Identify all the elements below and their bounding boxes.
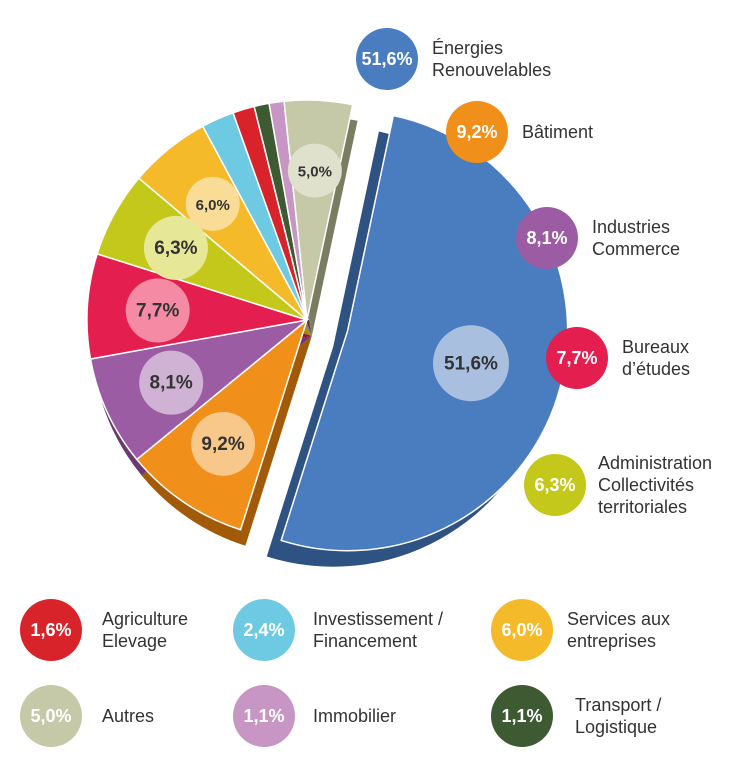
legend-item-autres: 5,0% Autres (20, 685, 154, 747)
slice-value-bubble (143, 215, 208, 280)
slice-value-bubble (139, 350, 204, 415)
legend-item-transport: 1,1% Transport / Logistique (491, 685, 661, 747)
legend-badge: 1,1% (491, 685, 553, 747)
legend-item-administration: 6,3% Administration Collectivités territ… (524, 452, 712, 518)
legend-badge: 6,3% (524, 454, 586, 516)
legend-item-immobilier: 1,1% Immobilier (233, 685, 396, 747)
legend-label: Industries Commerce (592, 217, 681, 259)
legend-label: Autres (102, 706, 155, 726)
legend-badge: 1,6% (20, 599, 82, 661)
slice-value-bubble (191, 411, 256, 476)
legend-label: Bureaux d’études (622, 337, 691, 379)
legend-badge: 8,1% (516, 207, 578, 269)
legend-label: Investissement / Financement (313, 609, 444, 651)
slice-value-bubble (287, 143, 342, 198)
slice-value-label: 6,3% (154, 238, 197, 259)
legend-label: Énergies Renouvelables (432, 38, 552, 80)
legend-badge: 1,1% (233, 685, 295, 747)
legend-item-services: 6,0% Services aux entreprises (491, 599, 670, 661)
legend-badge: 6,0% (491, 599, 553, 661)
slice-value-label: 5,0% (298, 164, 332, 181)
slice-value-label: 8,1% (150, 373, 193, 394)
legend-label: Administration Collectivités territorial… (598, 453, 713, 517)
legend-badge: 51,6% (356, 28, 418, 90)
legend-label: Immobilier (313, 706, 397, 726)
slice-value-label: 6,0% (196, 197, 230, 214)
slice-value-bubble (185, 176, 240, 231)
legend-label: Transport / Logistique (575, 695, 662, 737)
slice-value-label: 7,7% (136, 301, 179, 322)
slice-value-label: 51,6% (444, 353, 498, 374)
legend-item-energies: 51,6% Énergies Renouvelables (356, 28, 551, 90)
slice-value-label: 9,2% (201, 434, 244, 455)
legend-label: Services aux entreprises (567, 609, 671, 651)
legend-badge: 2,4% (233, 599, 295, 661)
legend-badge: 7,7% (546, 327, 608, 389)
legend-badge: 5,0% (20, 685, 82, 747)
legend-item-agriculture: 1,6% Agriculture Elevage (20, 599, 188, 661)
legend-badge: 9,2% (446, 101, 508, 163)
slice-value-bubble (432, 325, 509, 402)
legend-label: Agriculture Elevage (102, 609, 189, 651)
legend-item-investissement: 2,4% Investissement / Financement (233, 599, 443, 661)
legend-label: Bâtiment (522, 122, 594, 142)
pie-label-layer: 51,6% 9,2% 8,1% 7,7% 6,3% 6,0% 5,0% (125, 143, 509, 476)
legend-item-bureaux: 7,7% Bureaux d’études (546, 327, 690, 389)
slice-value-bubble (125, 278, 190, 343)
legend-item-batiment: 9,2% Bâtiment (446, 101, 593, 163)
legend-item-industries: 8,1% Industries Commerce (516, 207, 680, 269)
